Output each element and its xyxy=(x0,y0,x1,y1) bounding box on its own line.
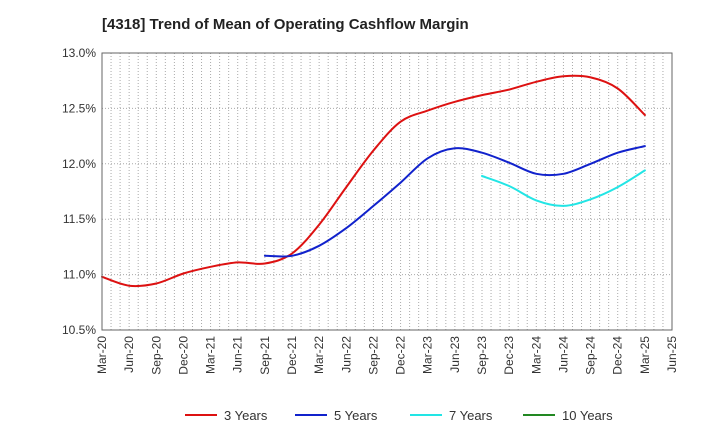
series-line-7-years xyxy=(481,169,646,207)
x-tick-label: Sep-21 xyxy=(258,336,272,375)
x-tick-label: Dec-23 xyxy=(502,336,516,375)
legend: 3 Years 5 Years 7 Years 10 Years xyxy=(185,408,613,423)
plot-background xyxy=(102,53,672,330)
x-tick-label: Mar-23 xyxy=(421,336,435,374)
legend-label-7-years: 7 Years xyxy=(449,408,493,423)
x-tick-label: Mar-20 xyxy=(95,336,109,374)
legend-label-10-years: 10 Years xyxy=(562,408,613,423)
x-tick-label: Sep-24 xyxy=(584,336,598,375)
x-tick-label: Sep-23 xyxy=(475,336,489,375)
x-tick-label: Dec-20 xyxy=(176,336,190,375)
series-line-3-years xyxy=(101,74,646,288)
x-tick-label: Mar-24 xyxy=(529,336,543,374)
y-tick-label: 11.5% xyxy=(63,212,96,226)
x-tick-label: Jun-22 xyxy=(339,336,353,373)
x-tick-label: Mar-25 xyxy=(638,336,652,374)
y-tick-label: 11.0% xyxy=(63,268,96,282)
x-tick-label: Jun-24 xyxy=(556,336,570,373)
x-tick-label: Dec-22 xyxy=(394,336,408,375)
plot-frame xyxy=(101,52,673,331)
series-line-5-years xyxy=(263,145,646,258)
x-tick-label: Jun-21 xyxy=(231,336,245,373)
x-tick-label: Mar-21 xyxy=(204,336,218,374)
x-tick-label: Mar-22 xyxy=(312,336,326,374)
y-tick-label: 12.0% xyxy=(62,157,96,171)
x-tick-label: Sep-20 xyxy=(149,336,163,375)
x-tick-label: Dec-21 xyxy=(285,336,299,375)
legend-label-3-years: 3 Years xyxy=(224,408,268,423)
y-tick-label: 13.0% xyxy=(62,46,96,60)
series-lines xyxy=(101,74,646,288)
y-tick-label: 12.5% xyxy=(62,101,96,115)
x-tick-label: Jun-20 xyxy=(122,336,136,373)
grid-lines xyxy=(102,53,672,330)
legend-label-5-years: 5 Years xyxy=(334,408,378,423)
x-tick-label: Sep-22 xyxy=(366,336,380,375)
y-tick-label: 10.5% xyxy=(62,323,96,337)
x-tick-label: Jun-23 xyxy=(448,336,462,373)
x-tick-label: Dec-24 xyxy=(611,336,625,375)
chart-title: [4318] Trend of Mean of Operating Cashfl… xyxy=(102,16,469,33)
x-axis-tick-labels: Mar-20 Jun-20 Sep-20 Dec-20 Mar-21 Jun-21 Sep-… xyxy=(95,336,679,375)
x-tick-label: Jun-25 xyxy=(665,336,679,373)
y-axis-tick-labels: 10.5% 11.0% 11.5% 12.0% 12.5% 13.0% xyxy=(62,46,96,337)
